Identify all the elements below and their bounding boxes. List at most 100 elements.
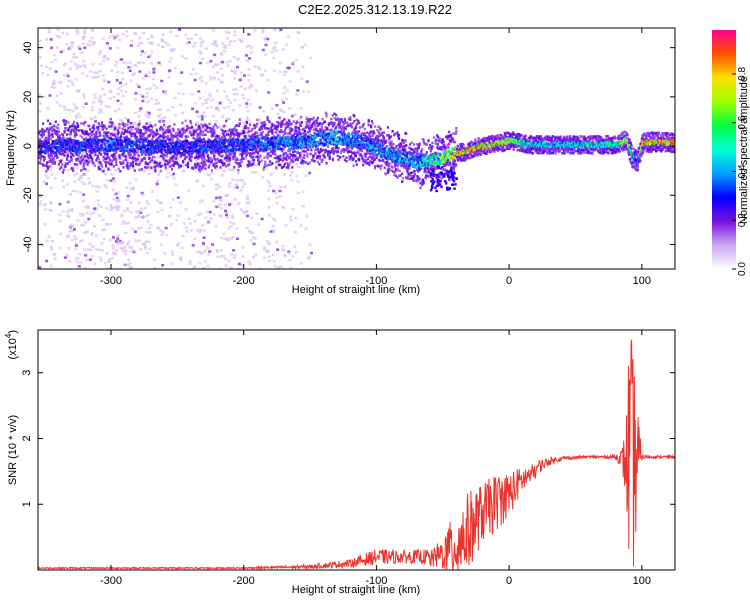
- ridge-cell: [51, 149, 54, 152]
- band-cell: [119, 170, 122, 173]
- band-cell: [229, 134, 233, 138]
- band-cell: [317, 154, 320, 158]
- noise-cell: [268, 181, 272, 185]
- noise-cell: [94, 248, 98, 251]
- noise-cell: [278, 70, 282, 74]
- band-cell: [140, 132, 143, 136]
- band-cell: [188, 145, 191, 149]
- noise-cell: [146, 168, 150, 171]
- noise-cell: [149, 62, 153, 65]
- noise-cell: [296, 180, 300, 183]
- ridge-cell: [288, 138, 291, 142]
- band-cell: [333, 121, 336, 125]
- band-cell: [188, 157, 191, 161]
- noise-cell: [231, 216, 235, 219]
- band-cell: [319, 157, 322, 160]
- ridge-cell: [119, 149, 122, 153]
- ridge-cell: [119, 140, 122, 143]
- noise-cell: [117, 205, 121, 209]
- noise-cell: [214, 160, 218, 163]
- noise-cell: [245, 59, 249, 62]
- band-cell: [279, 154, 282, 157]
- ridge-cell: [232, 144, 235, 147]
- ridge-cell: [47, 141, 50, 144]
- band-cell: [192, 167, 195, 170]
- noise-cell: [198, 61, 202, 65]
- noise-cell: [253, 237, 257, 240]
- noise-cell: [82, 223, 86, 227]
- noise-cell: [301, 190, 305, 193]
- band-cell: [46, 139, 49, 142]
- noise-cell: [272, 69, 276, 72]
- noise-cell: [171, 198, 175, 201]
- band-cell: [214, 137, 217, 140]
- noise-cell: [248, 139, 252, 142]
- noise-cell: [221, 74, 224, 77]
- band-cell: [86, 155, 89, 159]
- band-cell: [267, 152, 270, 155]
- noise-cell: [144, 240, 148, 243]
- ridge-cell: [311, 137, 314, 141]
- noise-cell: [200, 76, 204, 79]
- ridge-cell: [283, 140, 286, 143]
- ridge-cell: [237, 138, 240, 141]
- noise-cell: [216, 63, 220, 66]
- band-cell: [350, 152, 354, 155]
- noise-cell: [72, 103, 76, 106]
- noise-cell: [97, 111, 101, 115]
- noise-cell: [247, 119, 250, 122]
- ridge-cell: [204, 143, 207, 146]
- band-cell: [267, 133, 270, 136]
- noise-cell: [216, 255, 220, 259]
- noise-cell: [144, 74, 148, 77]
- band-cell: [322, 153, 325, 157]
- ridge-cell: [194, 146, 198, 149]
- noise-cell: [198, 261, 202, 265]
- noise-cell: [68, 108, 72, 112]
- noise-cell: [65, 253, 69, 257]
- noise-cell: [163, 92, 167, 95]
- noise-cell: [267, 197, 271, 201]
- noise-cell: [127, 66, 131, 69]
- band-cell: [215, 134, 218, 137]
- band-cell: [234, 158, 237, 162]
- noise-cell: [172, 48, 176, 51]
- noise-cell: [89, 212, 93, 216]
- band-cell: [255, 148, 258, 152]
- noise-cell: [46, 73, 50, 77]
- band-cell: [346, 147, 350, 150]
- noise-cell: [192, 45, 196, 48]
- band-cell: [223, 135, 226, 138]
- band-cell: [350, 150, 353, 153]
- noise-cell: [158, 120, 162, 123]
- noise-cell: [209, 75, 213, 79]
- band-cell: [176, 137, 179, 140]
- band-cell: [229, 156, 232, 159]
- band-cell: [76, 163, 79, 166]
- band-cell: [171, 127, 174, 131]
- noise-cell: [202, 184, 205, 187]
- band-cell: [258, 133, 261, 137]
- noise-cell: [233, 198, 237, 201]
- band-cell: [341, 128, 344, 131]
- ridge-cell: [77, 139, 80, 143]
- band-cell: [302, 162, 305, 165]
- band-cell: [202, 133, 205, 136]
- noise-cell: [228, 185, 232, 188]
- noise-cell: [226, 194, 230, 197]
- band-cell: [60, 166, 63, 169]
- ridge-cell: [168, 141, 171, 145]
- band-cell: [276, 125, 280, 128]
- ridge-cell: [38, 146, 41, 149]
- band-cell: [112, 149, 115, 153]
- band-cell: [75, 128, 78, 132]
- band-cell: [237, 124, 241, 128]
- ridge-cell: [190, 150, 193, 153]
- noise-cell: [87, 206, 90, 210]
- band-cell: [247, 140, 250, 144]
- noise-cell: [82, 60, 85, 63]
- noise-cell: [146, 155, 150, 158]
- band-cell: [136, 163, 139, 166]
- noise-cell: [147, 116, 150, 119]
- noise-cell: [188, 260, 192, 263]
